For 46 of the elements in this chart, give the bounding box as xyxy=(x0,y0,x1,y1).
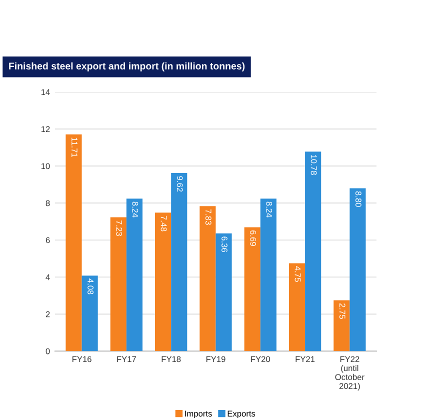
text: 8.80 xyxy=(355,191,362,207)
bar xyxy=(66,134,82,352)
text: 7.48 xyxy=(160,216,167,232)
chart-title: Finished steel export and import (in million tonnes) xyxy=(9,62,245,72)
text: 8.24 xyxy=(266,202,272,218)
bar xyxy=(288,263,306,352)
bar xyxy=(216,233,232,352)
text: 10.78 xyxy=(310,154,317,175)
x-tick-label: FY18 xyxy=(162,356,181,362)
text: 2.75 xyxy=(339,303,346,319)
y-tick-label: 2 xyxy=(46,311,50,318)
x-tick-label: FY20 xyxy=(251,356,270,362)
y-tick-label: 0 xyxy=(46,348,50,354)
x-tick-label: FY19 xyxy=(206,356,226,362)
text: 7.83 xyxy=(205,209,212,225)
x-tick-label: FY21 xyxy=(296,356,315,362)
text: 4.08 xyxy=(88,278,94,294)
bar xyxy=(244,227,260,352)
x-tick-label: FY17 xyxy=(117,356,136,362)
text: 11.71 xyxy=(72,138,78,157)
y-tick-label: 14 xyxy=(41,89,50,95)
bar xyxy=(200,206,216,352)
bar xyxy=(350,188,366,352)
y-tick-label: 10 xyxy=(41,163,50,170)
text: 4.75 xyxy=(294,266,301,282)
x-tick-label: FY16 xyxy=(72,356,92,362)
text: 7.23 xyxy=(116,220,122,236)
x-tick-label: FY22 (until October 2021) xyxy=(335,356,364,391)
bar xyxy=(82,276,98,352)
y-tick-label: 12 xyxy=(41,126,50,132)
y-tick-label: 6 xyxy=(46,237,50,244)
bar xyxy=(171,173,188,352)
y-tick-label: 8 xyxy=(46,200,50,206)
bar xyxy=(334,300,350,352)
bar xyxy=(305,152,322,352)
text: 6.69 xyxy=(250,230,256,246)
text: 6.36 xyxy=(222,236,228,252)
bar xyxy=(126,198,143,352)
bar xyxy=(155,212,172,352)
y-tick-label: 4 xyxy=(46,274,50,280)
legend-label: Imports xyxy=(185,410,212,418)
bar xyxy=(110,217,126,352)
text: 8.24 xyxy=(132,202,138,218)
legend-label: Exports xyxy=(228,410,256,418)
bar xyxy=(260,198,276,352)
text: 9.62 xyxy=(176,176,183,192)
